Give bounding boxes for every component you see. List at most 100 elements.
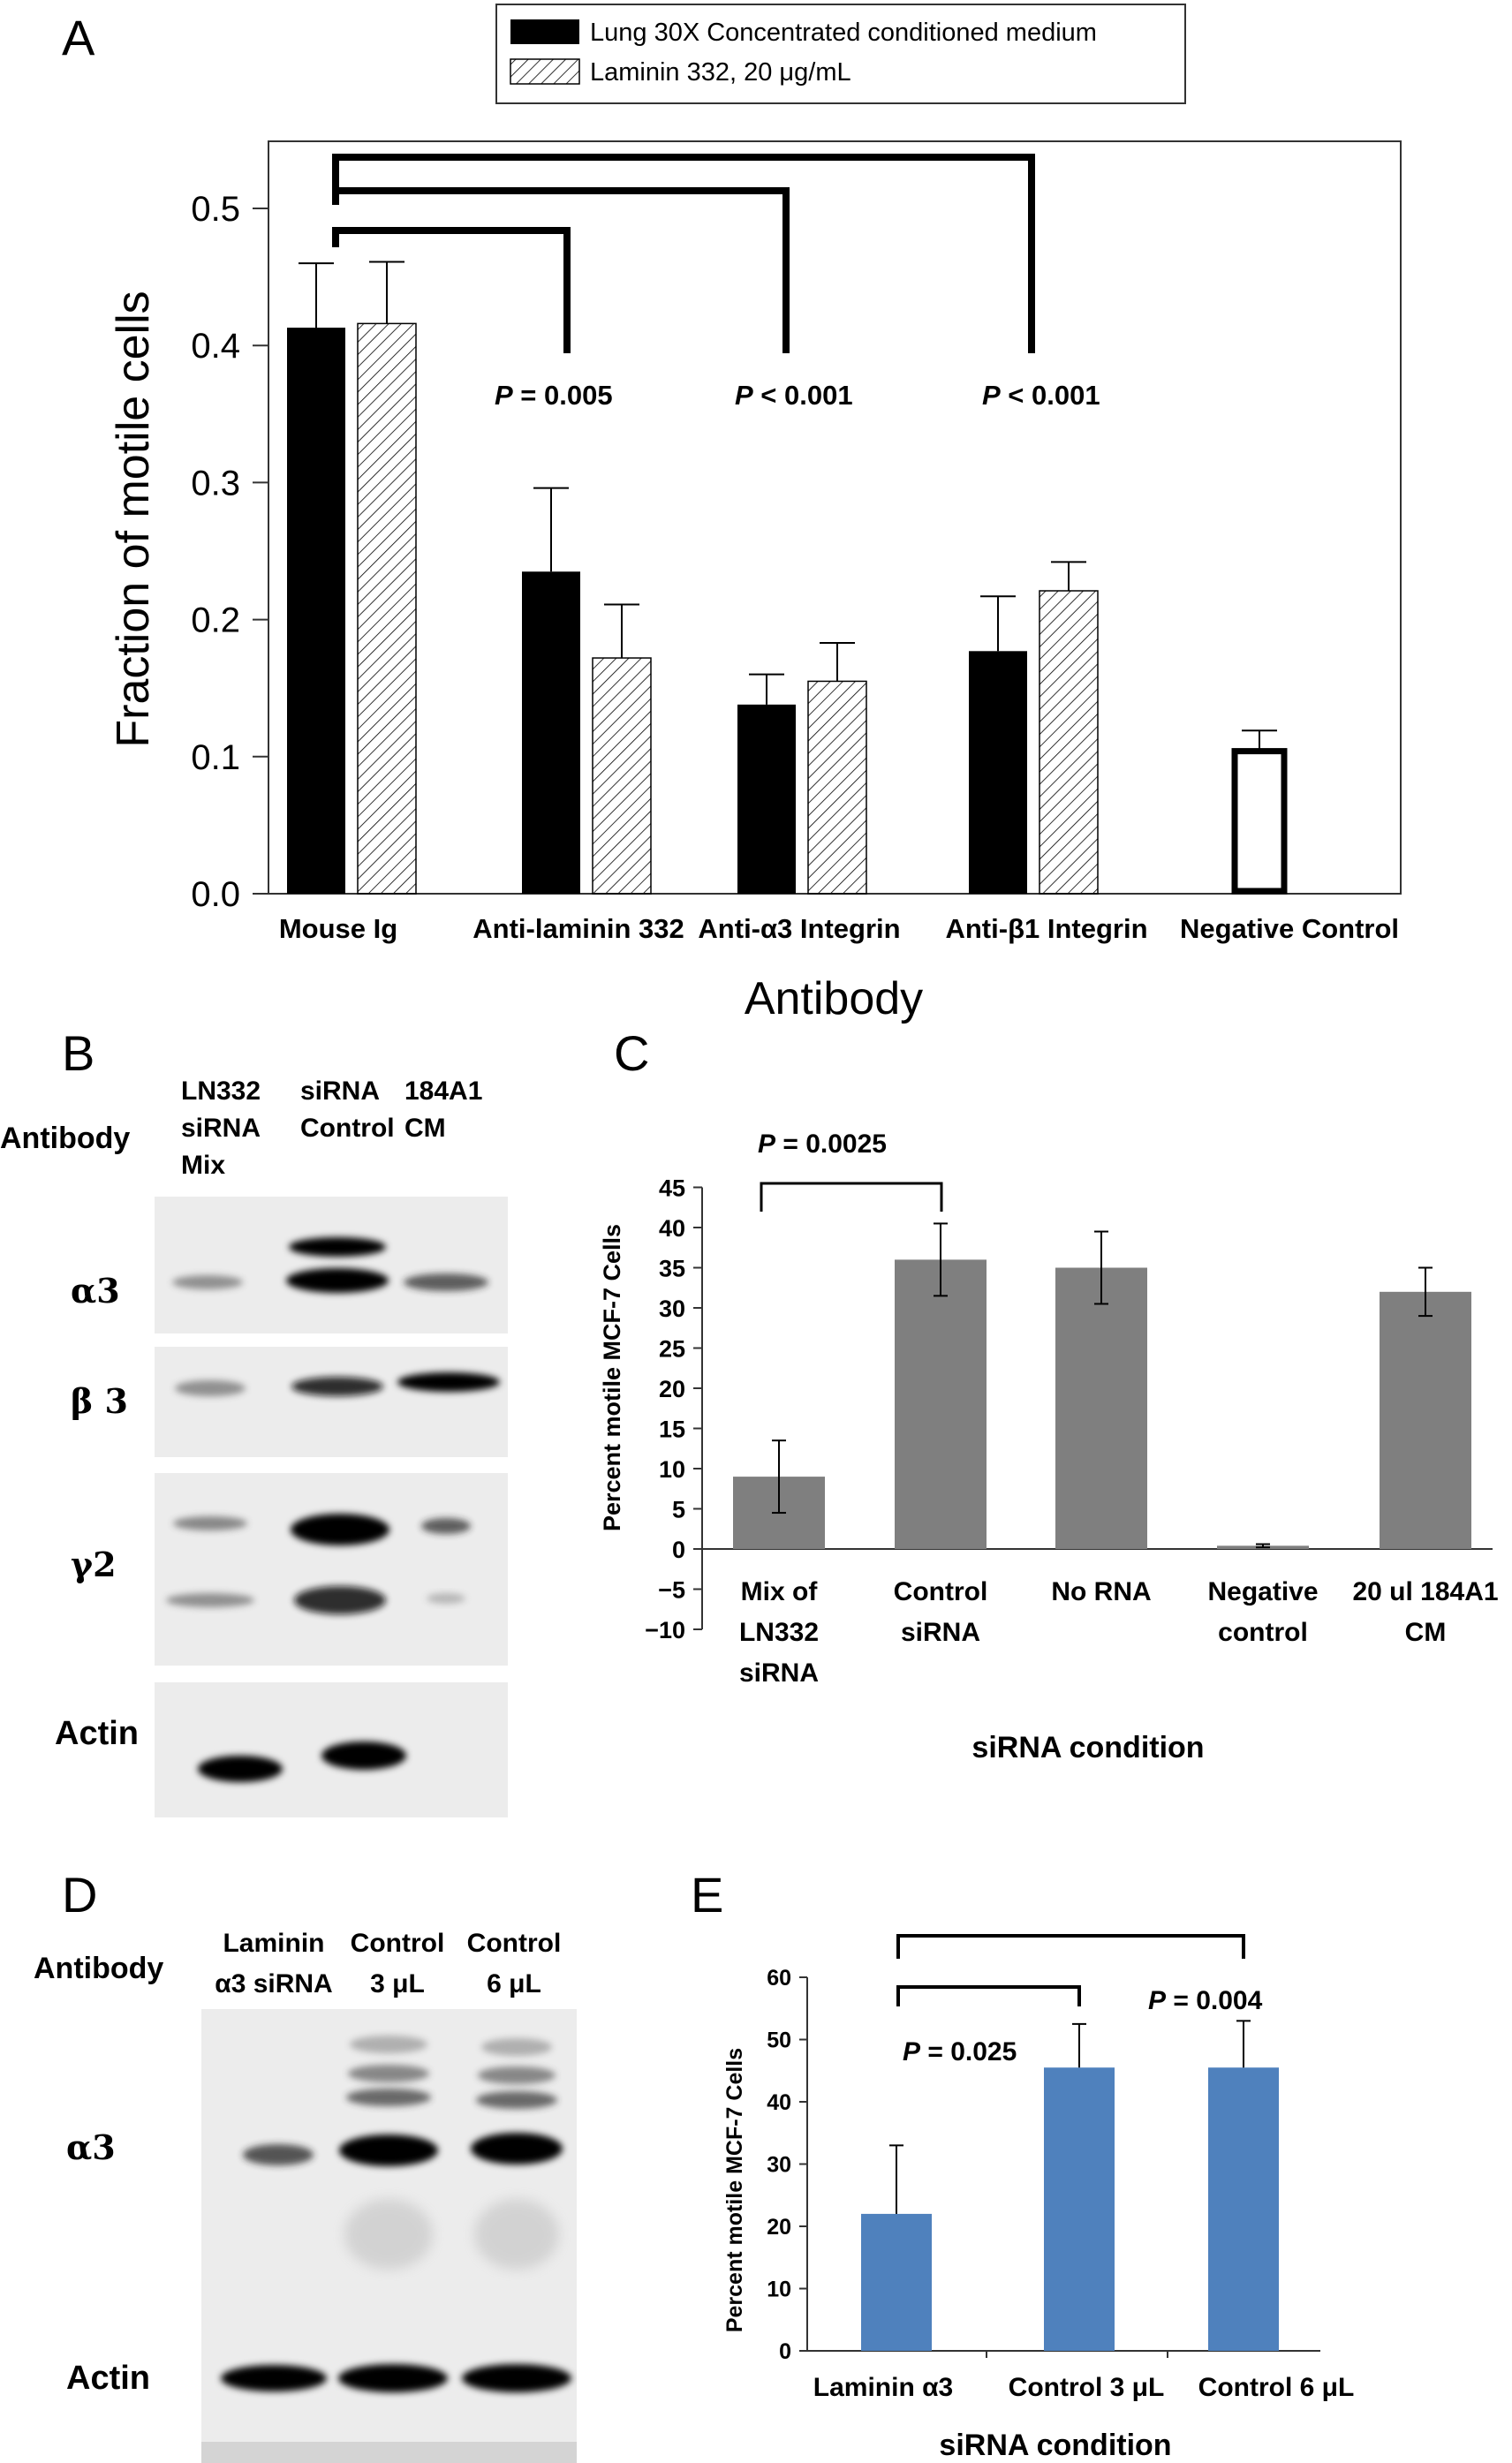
y-tick-label: 45: [659, 1175, 685, 1202]
y-tick-label: 35: [659, 1256, 685, 1282]
pvalue-anti-a3: P < 0.001: [735, 380, 853, 411]
panel-c-bracket: [760, 1182, 943, 1212]
y-tick-label: 5: [672, 1497, 685, 1523]
x-tick-label: 20 ul 184A1: [1352, 1577, 1498, 1606]
panel-e-pvalue-ctrl3: P = 0.025: [903, 2037, 1017, 2066]
legend-frame: [495, 4, 1186, 104]
lane-label: Mix: [181, 1151, 225, 1180]
error-bar: [772, 1439, 786, 1515]
x-tick-label: Control: [894, 1577, 988, 1606]
error-bar: [934, 1222, 948, 1297]
legend-swatch-hatched: [510, 58, 580, 85]
panel-c-letter: C: [614, 1025, 649, 1081]
y-tick-label: 0.2: [191, 601, 240, 640]
pvalue-anti-b1: P < 0.001: [982, 380, 1100, 411]
error-bar: [980, 595, 1016, 652]
x-tick-label: Negative Control: [1180, 913, 1399, 944]
panel-a-y-axis: 0.0 0.1 0.2 0.3 0.4 0.5: [191, 190, 268, 914]
error-bar: [1072, 2022, 1086, 2068]
y-tick-label: 10: [767, 2278, 791, 2302]
bar-concentrated-medium: [969, 651, 1027, 894]
panel-e-bars: [861, 2020, 1279, 2351]
y-tick-label: −5: [658, 1577, 685, 1604]
legend-entry-1: Lung 30X Concentrated conditioned medium: [590, 19, 1097, 47]
x-tick-label: Mix of: [741, 1577, 819, 1606]
bar-concentrated-medium: [287, 328, 345, 894]
y-tick-label: 30: [659, 1296, 685, 1322]
bracket-lam-vs-ctrl6: [896, 1934, 1245, 1959]
bar-concentrated-medium: [522, 571, 580, 894]
blot-b-actin-label: Actin: [55, 1715, 139, 1752]
error-bar: [1256, 1543, 1270, 1549]
error-bar: [820, 641, 855, 682]
y-tick-label: 40: [767, 2090, 791, 2115]
lane-label: 3 μL: [370, 1969, 425, 1998]
y-tick-label: 0.5: [191, 190, 240, 229]
bar-laminin-332: [807, 680, 867, 895]
bar: [1380, 1291, 1471, 1549]
bracket-mouse-vs-antilam: [332, 227, 571, 353]
blot-d-alpha3-label: α3: [66, 2127, 116, 2167]
error-bar: [369, 261, 404, 324]
panel-a-x-tick-labels: Mouse Ig Anti-laminin 332 Anti-α3 Integrin…: [279, 913, 1399, 944]
x-tick-label: control: [1218, 1618, 1308, 1647]
error-bar: [1051, 561, 1086, 592]
panel-d-letter: D: [62, 1867, 97, 1923]
x-tick-label: Anti-β1 Integrin: [945, 913, 1147, 944]
bar: [1055, 1267, 1147, 1549]
pvalue-anti-laminin: P = 0.005: [495, 380, 613, 411]
panel-a-significance-brackets: [332, 154, 1035, 353]
lane-label: CM: [404, 1114, 446, 1143]
lane-label: Control: [467, 1929, 562, 1958]
error-bar: [1242, 729, 1277, 752]
y-tick-label: 60: [767, 1966, 791, 1991]
panel-e-brackets: [896, 1934, 1245, 2006]
blot-b-beta3-label: β 3: [71, 1381, 128, 1421]
lane-label: siRNA: [181, 1114, 261, 1143]
lane-label: Control: [351, 1929, 445, 1958]
x-tick-label: Laminin α3: [813, 2373, 953, 2402]
lane-label: 6 μL: [487, 1969, 541, 1998]
y-tick-label: 25: [659, 1336, 685, 1363]
blot-d: [201, 2009, 577, 2463]
x-tick-label: CM: [1405, 1618, 1447, 1647]
bar: [861, 2213, 932, 2351]
bar: [1208, 2067, 1279, 2351]
legend-entry-2: Laminin 332, 20 μg/mL: [590, 58, 851, 87]
panel-e-letter: E: [691, 1867, 723, 1923]
lane-label: α3 siRNA: [215, 1969, 332, 1998]
panel-a-legend: Lung 30X Concentrated conditioned medium…: [495, 4, 1186, 104]
panel-d: D Antibody Laminin α3 siRNA Control 3 μL Con…: [34, 1867, 577, 2463]
panel-c-x-tick-labels: Mix of LN332 siRNA Control siRNA No RNA Negati…: [739, 1577, 1499, 1688]
lane-label: 184A1: [404, 1077, 482, 1106]
panel-c-y-axis-title: Percent motile MCF-7 Cells: [599, 1224, 625, 1531]
bar-laminin-332: [1039, 590, 1099, 895]
blot-b-alpha3-label: α3: [71, 1271, 120, 1311]
blot-b-actin: [155, 1682, 508, 1817]
bar-negative-control: [1231, 748, 1288, 895]
blot-b-gamma2: [155, 1473, 508, 1666]
panel-b-letter: B: [62, 1025, 94, 1081]
x-tick-label: Negative: [1207, 1577, 1318, 1606]
bracket-lam-vs-ctrl3: [896, 1985, 1081, 2006]
error-bar: [1094, 1230, 1108, 1305]
error-bar: [749, 673, 784, 705]
error-bar: [889, 2144, 903, 2214]
panel-c-bars: [733, 1222, 1471, 1549]
panel-c-x-axis-title: siRNA condition: [971, 1731, 1204, 1764]
panel-a-y-axis-title: Fraction of motile cells: [108, 291, 159, 747]
error-bar: [533, 487, 569, 572]
y-tick-label: 50: [767, 2029, 791, 2053]
y-tick-label: 0.0: [191, 875, 240, 914]
legend-swatch-solid: [510, 19, 579, 44]
y-tick-label: 0: [672, 1537, 685, 1563]
x-tick-label: siRNA: [739, 1658, 819, 1688]
error-bar: [604, 603, 639, 659]
blot-b-gamma2-label: γ2: [71, 1545, 117, 1584]
y-tick-label: 0.1: [191, 738, 240, 777]
blot-b-alpha3: [155, 1197, 508, 1333]
panel-e-x-axis-title: siRNA condition: [939, 2429, 1171, 2462]
bracket-mouse-vs-antia3: [332, 187, 790, 353]
bracket-mouse-vs-antib1: [332, 154, 1035, 353]
lane-label: Control: [300, 1114, 395, 1143]
